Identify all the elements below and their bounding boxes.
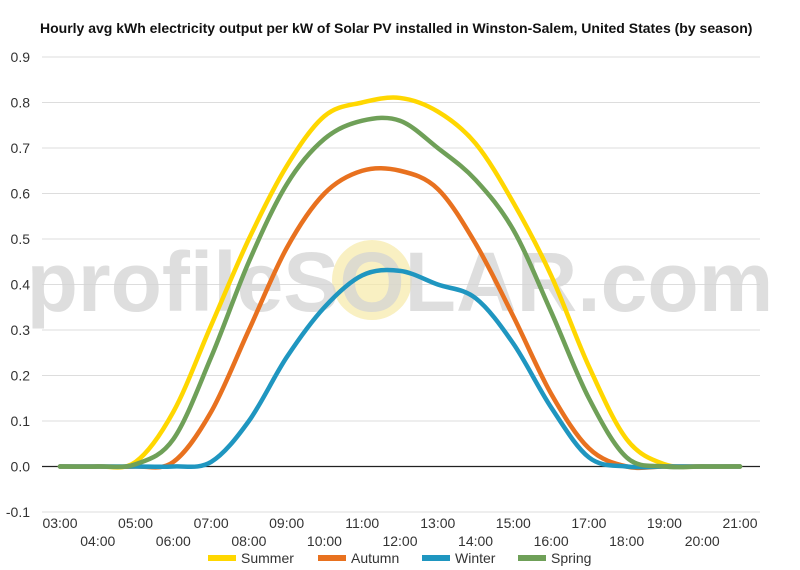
x-tick-label: 04:00 xyxy=(80,533,115,549)
series-line-summer xyxy=(57,95,743,470)
y-axis: -0.1 0.0 0.1 0.2 0.3 0.4 0.5 0.6 0.7 0.8 0.9 xyxy=(6,49,30,520)
y-tick-label: 0.6 xyxy=(11,186,31,202)
x-tick-label: 14:00 xyxy=(458,533,493,549)
series-lines xyxy=(57,95,743,471)
x-tick-label: 17:00 xyxy=(571,515,606,531)
legend-label-summer: Summer xyxy=(241,550,294,566)
x-tick-label: 21:00 xyxy=(722,515,757,531)
y-tick-label: 0.3 xyxy=(11,322,31,338)
x-tick-label: 18:00 xyxy=(609,533,644,549)
x-tick-label: 03:00 xyxy=(42,515,77,531)
watermark-text: profileSOLAR.com xyxy=(27,235,774,329)
y-tick-label: -0.1 xyxy=(6,504,30,520)
x-tick-label: 11:00 xyxy=(345,515,379,531)
y-tick-label: 0.4 xyxy=(11,277,31,293)
x-tick-label: 09:00 xyxy=(269,515,304,531)
legend-swatch-winter xyxy=(422,555,450,561)
y-tick-label: 0.2 xyxy=(11,368,31,384)
legend: Summer Autumn Winter Spring xyxy=(208,550,591,566)
legend-swatch-autumn xyxy=(318,555,346,561)
legend-label-spring: Spring xyxy=(551,550,591,566)
y-tick-label: 0.9 xyxy=(11,49,31,65)
legend-swatch-spring xyxy=(518,555,546,561)
legend-label-winter: Winter xyxy=(455,550,496,566)
watermark-sun-icon xyxy=(332,240,412,320)
x-tick-label: 10:00 xyxy=(307,533,342,549)
legend-label-autumn: Autumn xyxy=(351,550,399,566)
x-tick-label: 07:00 xyxy=(194,515,229,531)
series-line-spring xyxy=(57,115,743,470)
y-tick-label: 0.5 xyxy=(11,231,31,247)
chart-title: Hourly avg kWh electricity output per kW… xyxy=(40,20,752,36)
y-tick-label: 0.7 xyxy=(11,140,31,156)
legend-swatch-summer xyxy=(208,555,236,561)
x-tick-label: 13:00 xyxy=(420,515,455,531)
x-tick-label: 12:00 xyxy=(382,533,417,549)
y-tick-label: 0.8 xyxy=(11,95,31,111)
x-axis: 03:0004:0005:0006:0007:0008:0009:0010:00… xyxy=(42,515,757,549)
x-tick-label: 06:00 xyxy=(156,533,191,549)
y-tick-label: 0.1 xyxy=(11,413,31,429)
x-tick-label: 05:00 xyxy=(118,515,153,531)
series-line-winter xyxy=(57,267,743,470)
x-tick-label: 19:00 xyxy=(647,515,682,531)
x-tick-label: 15:00 xyxy=(496,515,531,531)
x-tick-label: 20:00 xyxy=(685,533,720,549)
y-tick-label: 0.0 xyxy=(11,459,31,475)
watermark: profileSOLAR.com xyxy=(27,235,774,329)
x-tick-label: 08:00 xyxy=(231,533,266,549)
x-tick-label: 16:00 xyxy=(534,533,569,549)
